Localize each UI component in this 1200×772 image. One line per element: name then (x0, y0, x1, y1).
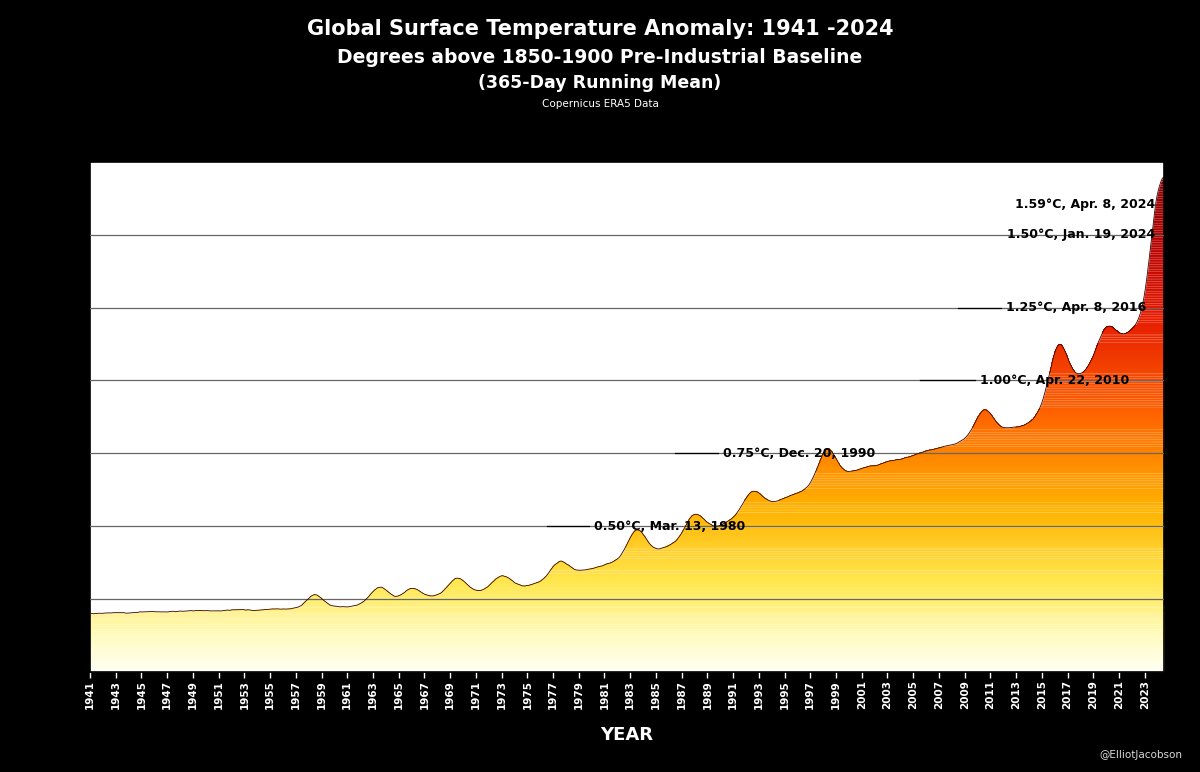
Text: @ElliotJacobson: @ElliotJacobson (1099, 750, 1182, 760)
Text: (365-Day Running Mean): (365-Day Running Mean) (479, 74, 721, 92)
Y-axis label: Anomaly in Degrees Celsius: Anomaly in Degrees Celsius (20, 302, 36, 532)
Text: 1.00°C, Apr. 22, 2010: 1.00°C, Apr. 22, 2010 (980, 374, 1129, 387)
Text: 1.25°C, Apr. 8, 2016: 1.25°C, Apr. 8, 2016 (1006, 301, 1146, 314)
Text: 1.50°C, Jan. 19, 2024: 1.50°C, Jan. 19, 2024 (1007, 229, 1154, 242)
Text: 0.50°C, Mar. 13, 1980: 0.50°C, Mar. 13, 1980 (594, 520, 745, 533)
Text: 0.75°C, Dec. 20, 1990: 0.75°C, Dec. 20, 1990 (722, 447, 875, 460)
Text: Global Surface Temperature Anomaly: 1941 -2024: Global Surface Temperature Anomaly: 1941… (307, 19, 893, 39)
X-axis label: YEAR: YEAR (600, 726, 654, 743)
Text: Degrees above 1850-1900 Pre-Industrial Baseline: Degrees above 1850-1900 Pre-Industrial B… (337, 48, 863, 67)
Text: Copernicus ERA5 Data: Copernicus ERA5 Data (541, 99, 659, 109)
Text: 1.59°C, Apr. 8, 2024: 1.59°C, Apr. 8, 2024 (1015, 198, 1154, 211)
